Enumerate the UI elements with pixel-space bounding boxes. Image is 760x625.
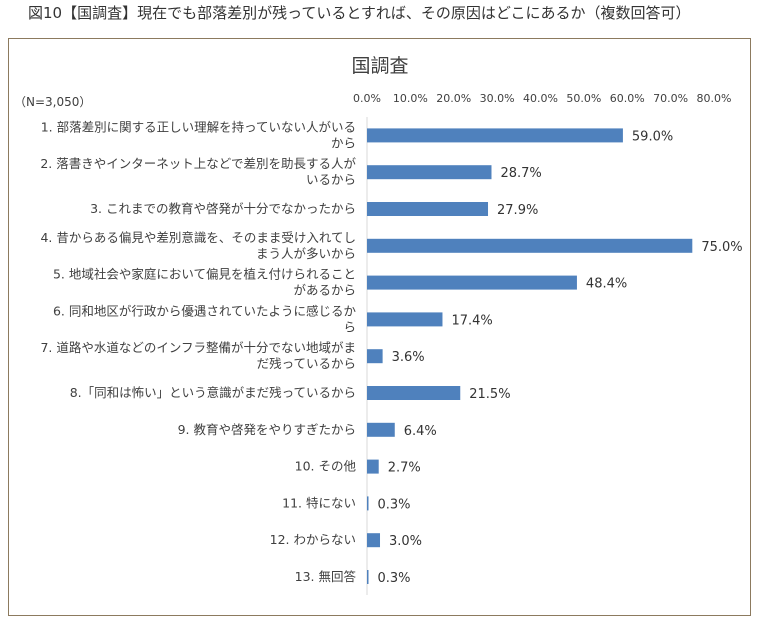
bar [367, 165, 492, 180]
category-label: 13. 無回答 [295, 569, 357, 584]
category-label: 9. 教育や啓発をやりすぎたから [178, 422, 356, 437]
bars [367, 128, 693, 584]
category-label: 3. これまでの教育や啓発が十分でなかったから [90, 201, 356, 216]
category-label: 6. 同和地区が行政から優遇されていたように感じるか [53, 303, 357, 318]
data-label: 0.3% [378, 571, 411, 586]
chart-frame [8, 38, 751, 616]
x-tick-label: 80.0% [697, 92, 732, 105]
data-label: 48.4% [586, 277, 627, 292]
data-label: 59.0% [632, 129, 673, 144]
category-label: 8.「同和は怖い」という意識がまだ残っているから [70, 385, 356, 400]
bar [367, 238, 693, 253]
data-label: 3.6% [392, 350, 425, 365]
data-label: 2.7% [388, 461, 421, 476]
data-label: 28.7% [500, 166, 541, 181]
x-axis-tick-labels: 0.0% 10.0% 20.0% 30.0% 40.0% 50.0% 60.0% 70.0% 8… [353, 92, 731, 105]
x-tick-label: 60.0% [610, 92, 645, 105]
x-tick-label: 0.0% [353, 92, 381, 105]
category-label: があるから [293, 283, 356, 298]
bar [367, 349, 383, 364]
category-label: から [331, 135, 356, 150]
x-tick-label: 20.0% [436, 92, 471, 105]
data-label: 27.9% [497, 203, 538, 218]
data-label: 0.3% [378, 497, 411, 512]
figure-title: 図10【国調査】現在でも部落差別が残っているとすれば、その原因はどこにあるか（複… [28, 4, 691, 22]
category-label: 4. 昔からある偏見や差別意識を、そのまま受け入れてし [40, 230, 356, 245]
bar [367, 496, 369, 511]
data-label: 75.0% [701, 240, 742, 255]
data-label: 21.5% [469, 387, 510, 402]
bar [367, 570, 369, 584]
category-label: 12. わからない [270, 532, 356, 547]
bar [367, 386, 461, 400]
bar [367, 312, 443, 327]
data-label: 3.0% [389, 534, 422, 549]
x-tick-label: 30.0% [480, 92, 515, 105]
category-label: だ残っているから [257, 356, 356, 371]
category-label: 11. 特にない [282, 495, 356, 510]
x-tick-label: 50.0% [566, 92, 601, 105]
x-tick-label: 40.0% [523, 92, 558, 105]
category-label: いるから [306, 172, 356, 187]
data-labels: 59.0% 28.7% 27.9% 75.0% 48.4% 17.4% 3.6% 21.5% 6… [378, 129, 743, 586]
sample-size-label: （N=3,050） [14, 95, 91, 109]
bar [367, 202, 489, 216]
bar [367, 459, 379, 474]
x-tick-label: 70.0% [653, 92, 688, 105]
category-label: 1. 部落差別に関する正しい理解を持っていない人がいる [41, 119, 356, 134]
category-label: 2. 落書きやインターネット上などで差別を助長する人が [40, 156, 356, 171]
category-label: ら [343, 319, 356, 334]
category-label: 7. 道路や水道などのインフラ整備が十分でない地域がま [40, 340, 356, 355]
x-tick-label: 10.0% [393, 92, 428, 105]
category-label: 10. その他 [295, 459, 357, 474]
data-label: 17.4% [451, 313, 492, 328]
bar [367, 422, 395, 437]
category-label: まう人が多いから [256, 246, 356, 261]
bar [367, 275, 577, 290]
data-label: 6.4% [404, 424, 437, 439]
bar [367, 128, 623, 143]
chart-title: 国調査 [351, 55, 408, 77]
bar [367, 533, 381, 548]
category-label: 5. 地域社会や家庭において偏見を植え付けられること [53, 267, 356, 282]
